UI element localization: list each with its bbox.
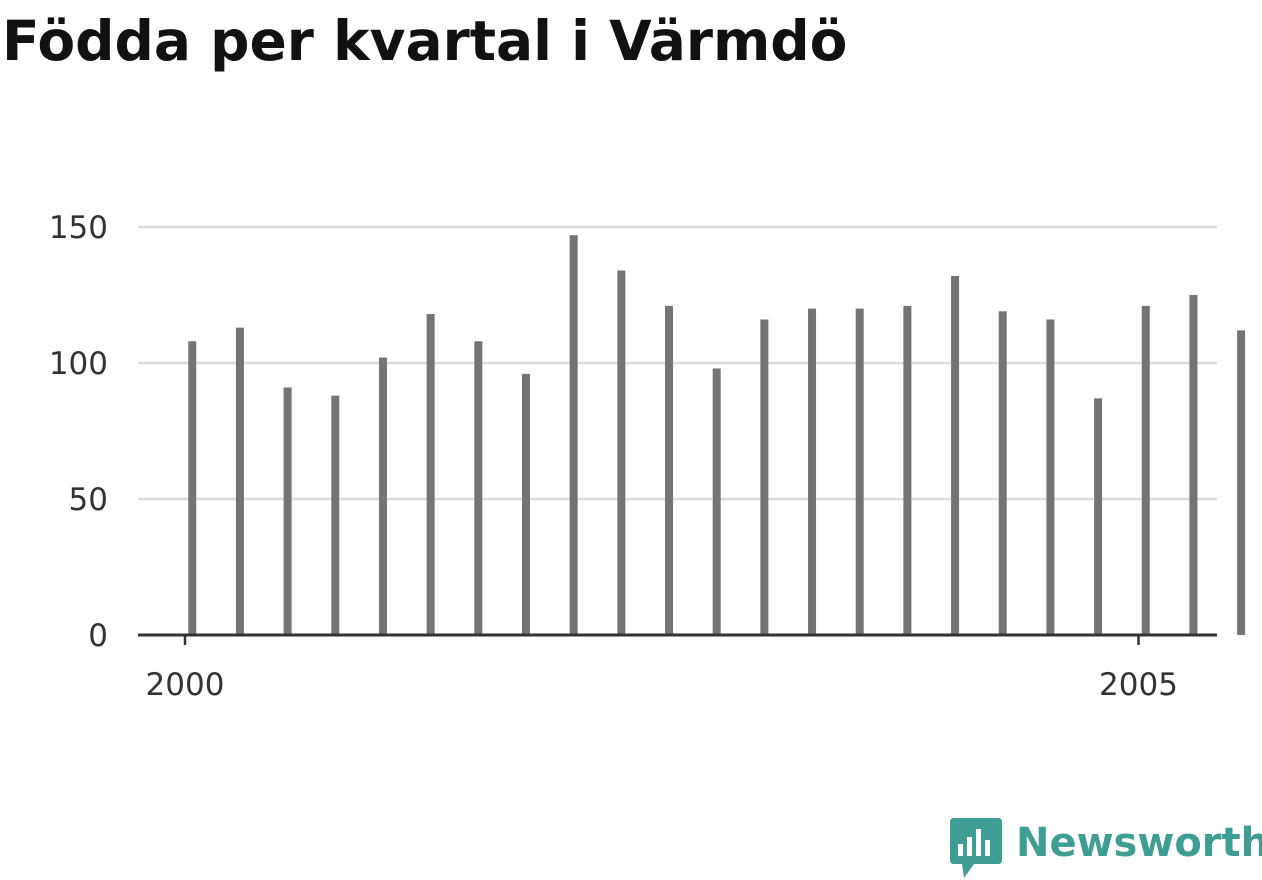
x-axis <box>138 633 1217 645</box>
gridlines <box>138 225 1217 501</box>
bar <box>283 387 292 635</box>
bar <box>235 327 244 635</box>
bar <box>712 368 721 635</box>
bar <box>1189 295 1198 635</box>
bar <box>521 373 530 635</box>
bar <box>855 308 864 635</box>
bar <box>474 341 483 635</box>
bar <box>808 308 817 635</box>
bar <box>1237 330 1246 635</box>
bar <box>1141 305 1150 635</box>
bar <box>998 311 1007 635</box>
bar <box>331 395 340 635</box>
brand-name: Newsworthy <box>1016 820 1262 866</box>
bar <box>1094 398 1103 635</box>
newsworthy-logo-icon <box>950 818 1002 878</box>
bar <box>617 270 626 635</box>
bar <box>760 319 769 635</box>
y-tick-label-0: 0 <box>88 618 108 654</box>
bar <box>426 314 435 635</box>
y-axis-labels: 0 50 100 150 <box>49 210 108 654</box>
x-tick-label-2005: 2005 <box>1099 667 1178 703</box>
bar <box>378 357 387 635</box>
chart-title: Födda per kvartal i Värmdö <box>2 9 848 73</box>
x-axis-labels: 200020052010201520202025 <box>146 667 1178 703</box>
y-tick-label-150: 150 <box>49 210 108 246</box>
bar <box>665 305 674 635</box>
bar <box>951 275 960 635</box>
bar <box>1046 319 1055 635</box>
y-tick-label-50: 50 <box>69 482 108 518</box>
bars <box>188 235 1246 635</box>
x-tick-label-2000: 2000 <box>146 667 225 703</box>
y-tick-label-100: 100 <box>49 346 108 382</box>
bar <box>903 305 912 635</box>
bar <box>569 235 578 635</box>
newsworthy-brand: Newsworthy <box>950 818 1262 880</box>
bar <box>188 341 197 635</box>
